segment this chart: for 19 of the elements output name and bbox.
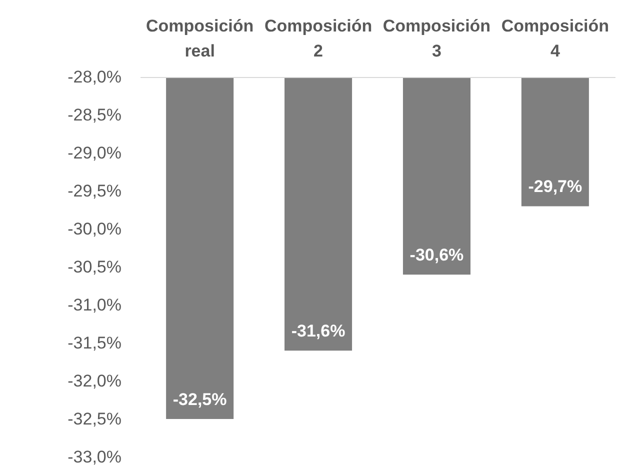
- y-tick-label: -28,5%: [68, 106, 122, 124]
- x-tick-label: Composición 3: [382, 16, 491, 60]
- y-tick-label: -32,0%: [68, 372, 122, 390]
- data-label: -32,5%: [172, 390, 227, 409]
- y-tick-label: -28,0%: [68, 68, 122, 86]
- x-tick-label: Composición 4: [501, 16, 610, 60]
- y-tick-label: -30,0%: [68, 220, 122, 238]
- x-tick-label: Composición real: [146, 16, 254, 60]
- y-tick-label: -29,0%: [68, 144, 122, 162]
- data-label: -29,7%: [528, 177, 582, 196]
- y-tick-label: -29,5%: [68, 182, 122, 200]
- y-tick-label: -31,5%: [68, 334, 122, 352]
- y-tick-label: -31,0%: [68, 296, 122, 314]
- data-label: -30,6%: [410, 246, 464, 265]
- y-tick-label: -33,0%: [68, 448, 122, 466]
- y-tick-label: -32,5%: [68, 410, 122, 428]
- y-tick-label: -30,5%: [68, 258, 122, 276]
- x-tick-label: Composición 2: [264, 16, 372, 60]
- data-label: -31,6%: [291, 322, 346, 341]
